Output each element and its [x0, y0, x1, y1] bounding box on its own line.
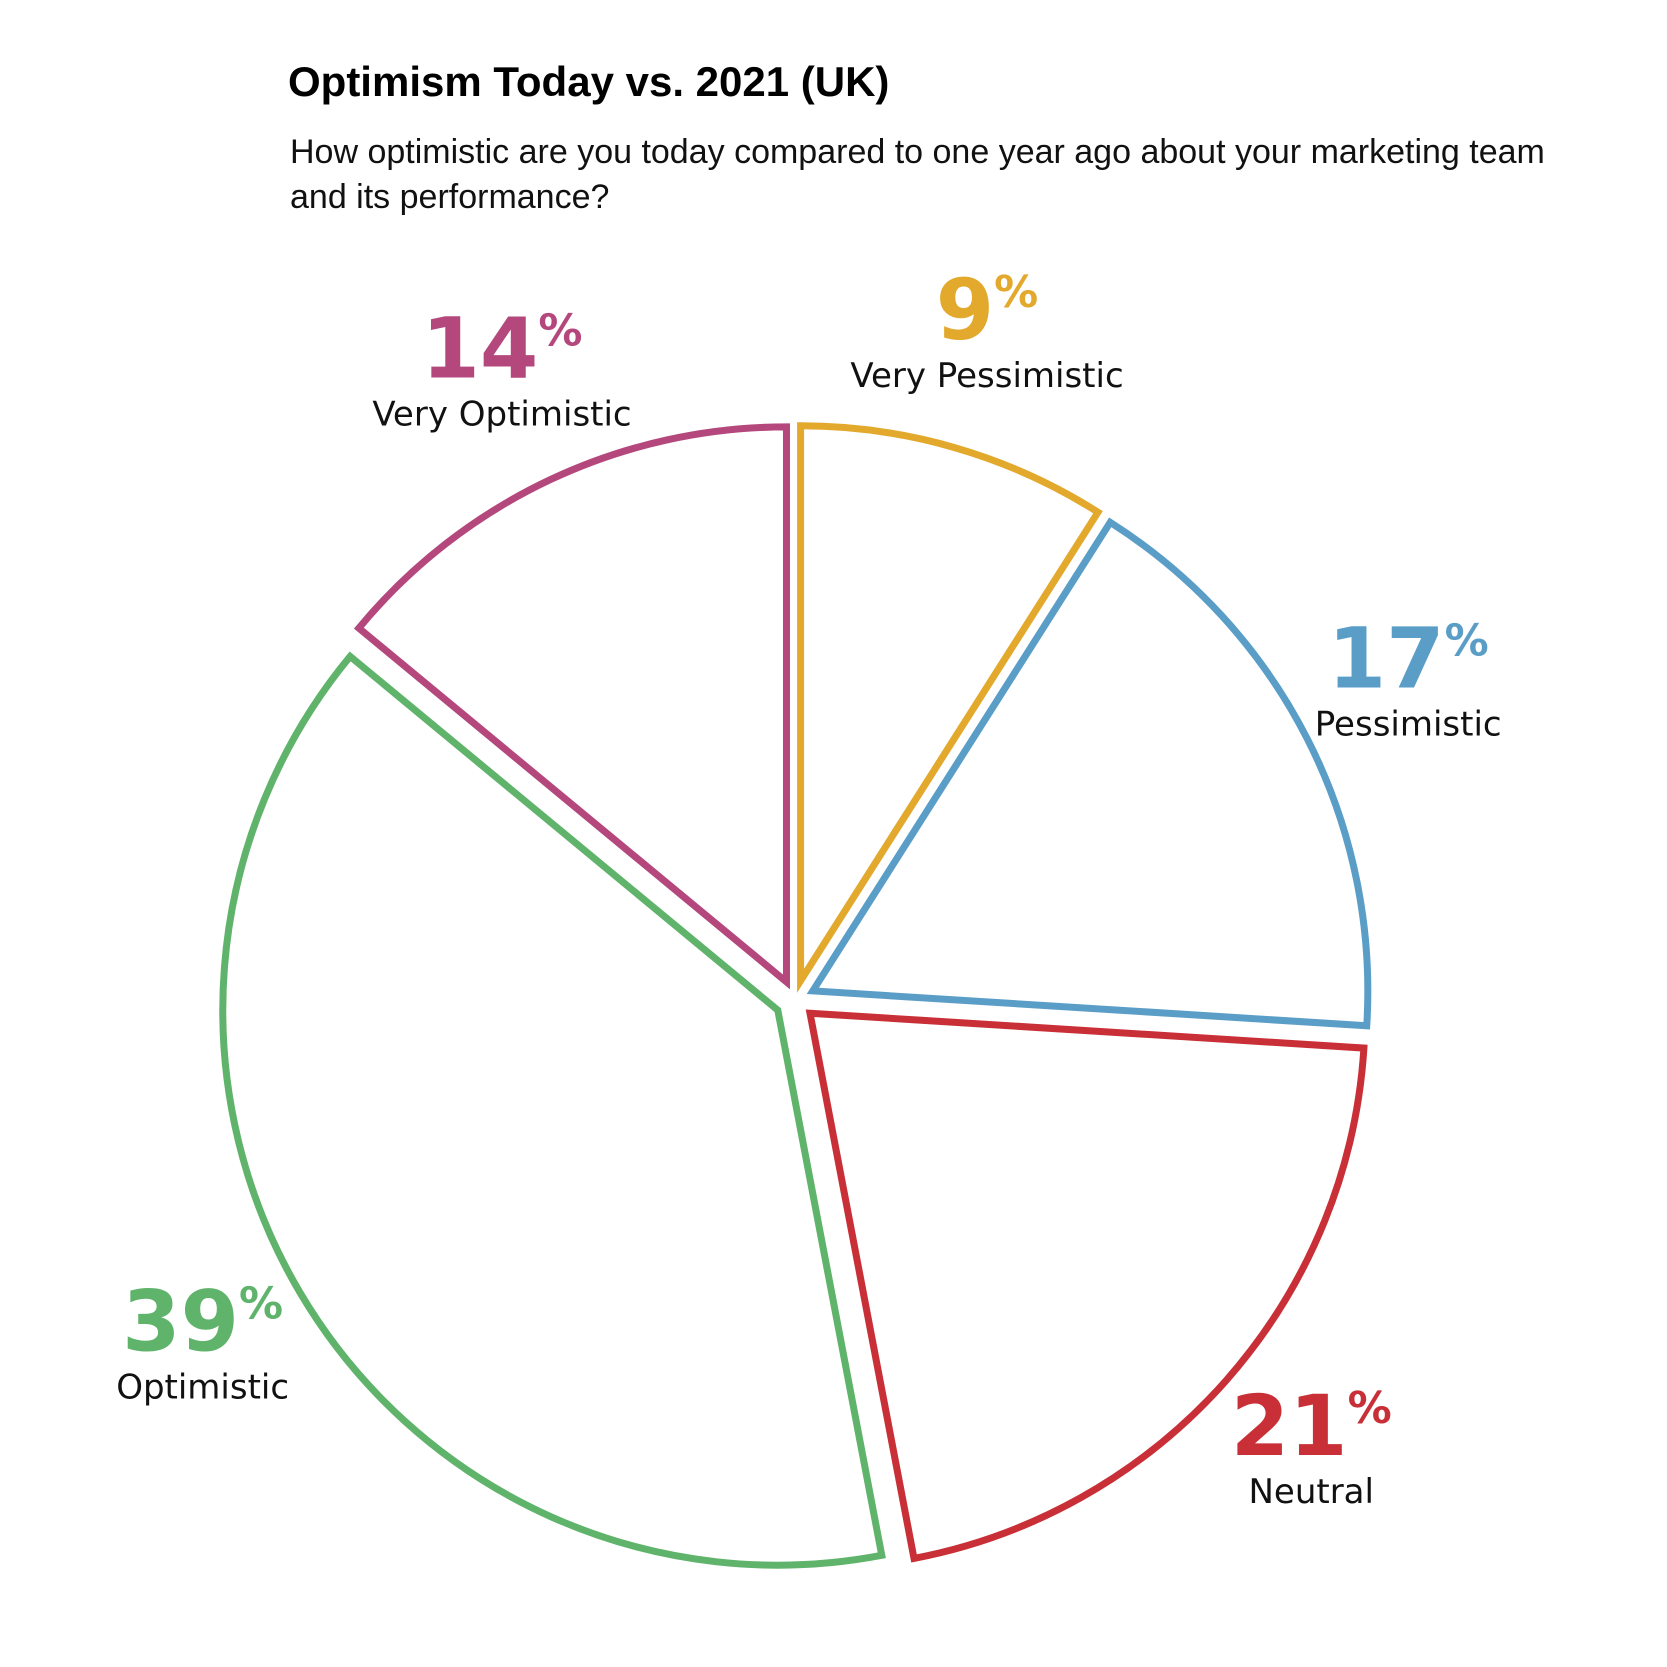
value-label: 17% — [1328, 610, 1489, 708]
value-unit: % — [1445, 616, 1489, 667]
chart-subtitle: How optimistic are you today compared to… — [290, 133, 1545, 216]
category-label: Very Pessimistic — [850, 356, 1123, 396]
value-number: 21 — [1231, 1377, 1348, 1475]
category-label: Neutral — [1248, 1472, 1374, 1512]
value-number: 17 — [1328, 610, 1445, 708]
category-label: Optimistic — [116, 1367, 289, 1407]
chart-title: Optimism Today vs. 2021 (UK) — [288, 58, 890, 105]
value-unit: % — [994, 267, 1038, 318]
pie-slice — [806, 517, 1372, 1030]
pie-slice — [797, 422, 1103, 993]
value-label: 9% — [936, 261, 1039, 359]
value-unit: % — [239, 1278, 283, 1329]
pie-slice — [805, 1009, 1368, 1563]
value-number: 9 — [936, 261, 994, 359]
category-label: Very Optimistic — [372, 394, 631, 434]
category-label: Pessimistic — [1315, 705, 1502, 745]
value-label: 39% — [122, 1272, 283, 1370]
value-label: 14% — [421, 299, 582, 397]
pie-slice — [219, 651, 886, 1569]
value-unit: % — [538, 305, 582, 356]
value-label: 21% — [1231, 1377, 1392, 1475]
value-number: 14 — [421, 299, 538, 397]
pie-slice — [353, 423, 790, 990]
value-number: 39 — [122, 1272, 239, 1370]
value-unit: % — [1348, 1383, 1392, 1434]
